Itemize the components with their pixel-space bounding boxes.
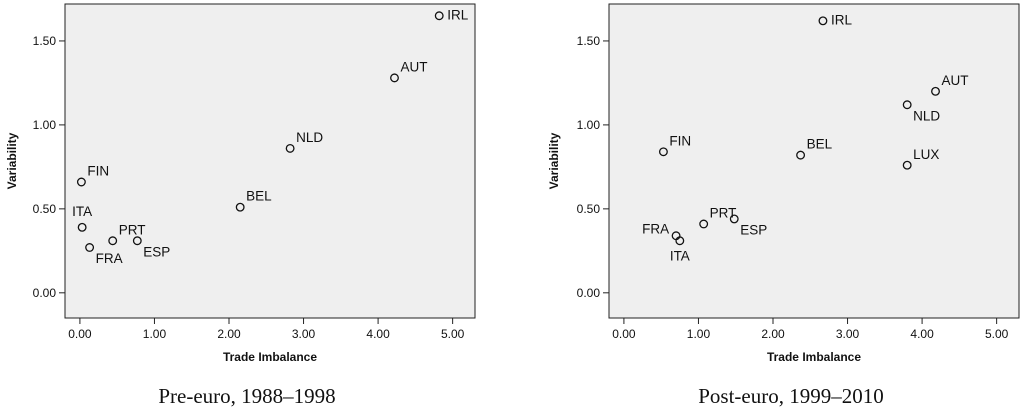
scatter-panel-pre-euro: 0.00 1.00 2.00 3.00 4.00 5.00 0.00 0.50 1.00 1.50… (5, 3, 476, 408)
point-label-nld: NLD (913, 108, 940, 123)
point-label-prt: PRT (710, 206, 737, 221)
panel-caption: Post-euro, 1999–2010 (698, 384, 884, 408)
data-point-aut (931, 86, 940, 96)
point-label-nld: NLD (296, 130, 323, 145)
point-label-bel: BEL (807, 137, 833, 152)
y-tick-label: 0.00 (33, 286, 57, 300)
y-tick-label: 0.50 (577, 202, 601, 216)
x-tick-label: 2.00 (761, 327, 785, 341)
point-label-ita: ITA (670, 248, 690, 263)
x-axis-title: Trade Imbalance (223, 350, 317, 364)
data-point-prt (108, 236, 118, 246)
x-tick-label: 3.00 (836, 327, 860, 341)
point-label-irl: IRL (831, 12, 853, 27)
x-axis-title: Trade Imbalance (767, 350, 861, 364)
data-point-bel (235, 202, 245, 212)
panel-caption: Pre-euro, 1988–1998 (158, 384, 335, 408)
data-point-aut (390, 73, 399, 83)
x-tick-label: 3.00 (292, 327, 316, 341)
data-point-ita (77, 222, 87, 232)
x-tick-label: 0.00 (68, 327, 92, 341)
plot-area (608, 3, 1020, 319)
data-point-fin (76, 177, 86, 187)
y-tick-label: 0.00 (577, 286, 601, 300)
y-axis-title: Variability (547, 132, 561, 189)
y-tick-label: 1.50 (577, 34, 601, 48)
data-point-bel (796, 150, 806, 160)
data-point-nld (902, 100, 912, 110)
x-tick-label: 4.00 (366, 327, 390, 341)
plot-area (64, 3, 476, 319)
data-point-fra (85, 243, 95, 252)
point-label-fin: FIN (669, 133, 691, 148)
data-point-esp (132, 236, 142, 246)
x-tick-label: 5.00 (985, 327, 1009, 341)
data-point-nld (285, 143, 295, 153)
data-point-fin (658, 147, 668, 157)
scatter-panel-post-euro: 0.00 1.00 2.00 3.00 4.00 5.00 0.00 0.50 1.00 1.50… (547, 3, 1020, 408)
x-tick-label: 5.00 (441, 327, 465, 341)
point-label-aut: AUT (942, 73, 969, 88)
data-point-ita (675, 236, 685, 246)
point-label-fra: FRA (642, 221, 669, 236)
data-point-prt (699, 219, 709, 229)
y-axis-title: Variability (5, 132, 19, 189)
point-label-esp: ESP (143, 244, 170, 259)
point-label-bel: BEL (246, 189, 272, 204)
y-tick-label: 1.50 (33, 34, 57, 48)
y-tick-label: 0.50 (33, 202, 57, 216)
x-tick-label: 1.00 (687, 327, 711, 341)
point-label-aut: AUT (400, 59, 427, 74)
x-tick-label: 4.00 (910, 327, 934, 341)
data-point-irl (818, 16, 828, 26)
y-tick-label: 1.00 (577, 118, 601, 132)
data-point-esp (729, 214, 739, 224)
point-label-prt: PRT (119, 222, 146, 237)
data-point-lux (902, 160, 912, 170)
point-label-fin: FIN (87, 164, 109, 179)
x-tick-label: 0.00 (612, 327, 636, 341)
point-label-esp: ESP (740, 222, 767, 237)
point-label-irl: IRL (447, 7, 469, 22)
y-tick-label: 1.00 (33, 118, 57, 132)
point-label-fra: FRA (96, 251, 123, 266)
data-point-irl (434, 11, 444, 21)
x-tick-label: 2.00 (217, 327, 241, 341)
point-label-ita: ITA (72, 204, 92, 219)
point-label-lux: LUX (913, 147, 939, 162)
x-tick-label: 1.00 (143, 327, 167, 341)
